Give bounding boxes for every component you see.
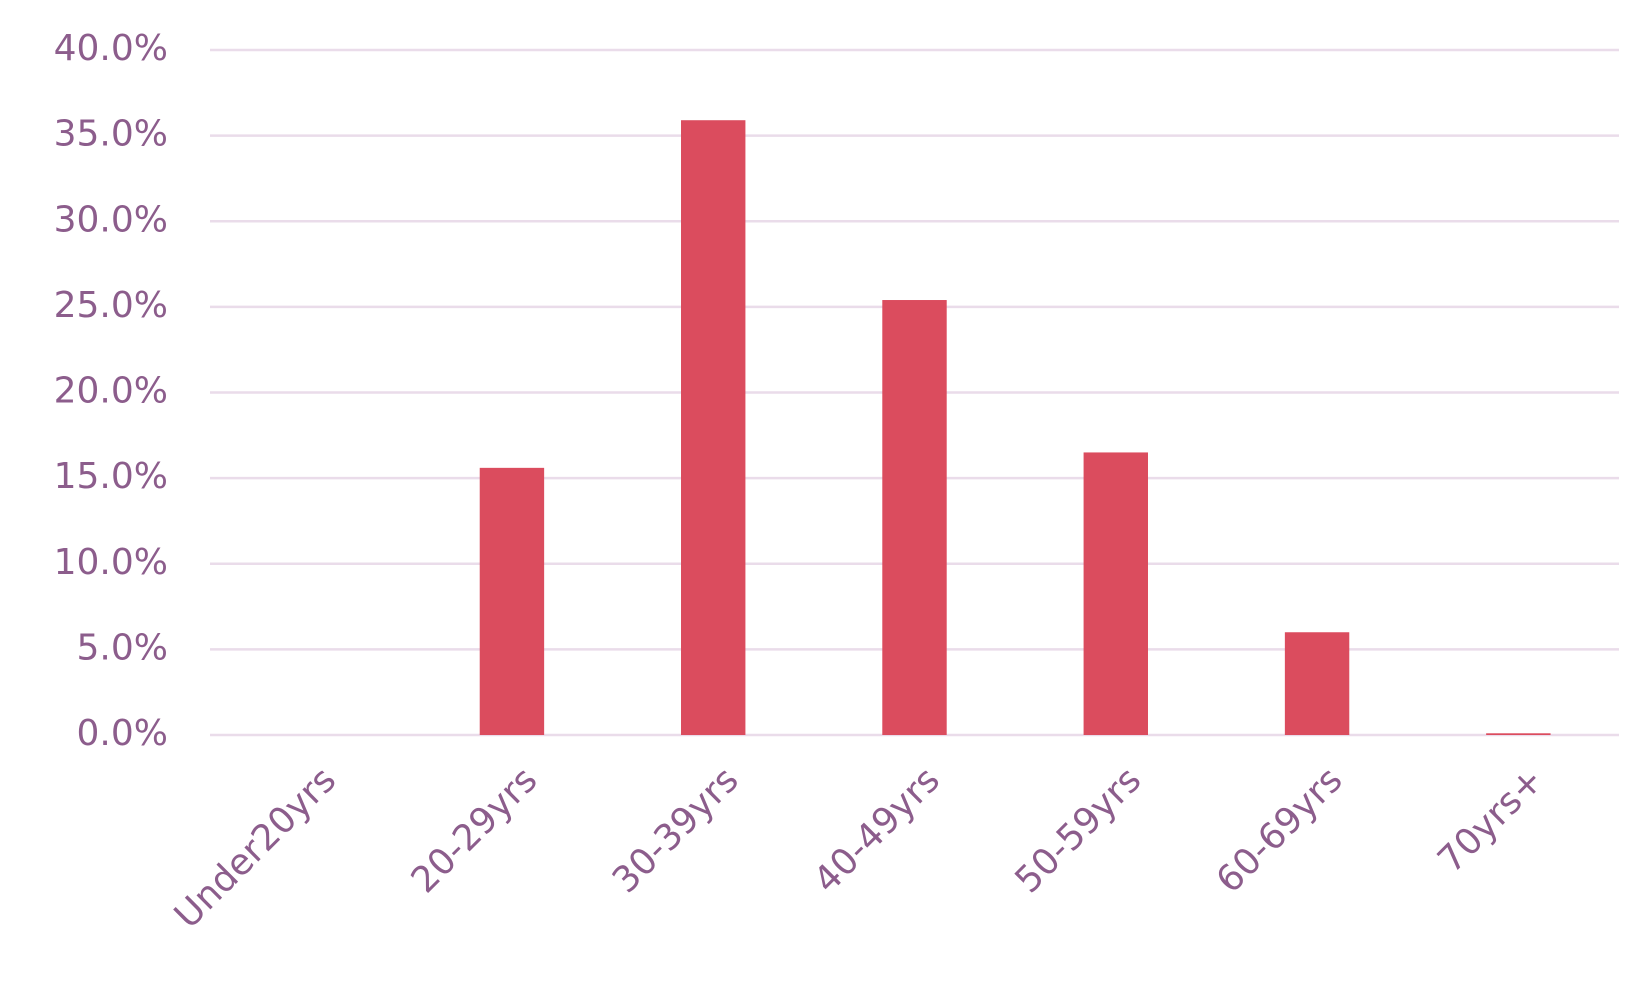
bar — [1486, 733, 1551, 735]
y-tick-label: 40.0% — [54, 28, 168, 69]
y-tick-label: 10.0% — [54, 542, 168, 583]
x-tick-label: 30-39yrs — [605, 759, 747, 901]
y-tick-label: 20.0% — [54, 371, 168, 412]
x-tick-label: 20-29yrs — [404, 759, 546, 901]
bar — [681, 120, 746, 735]
y-tick-label: 35.0% — [54, 114, 168, 155]
bar — [479, 467, 545, 735]
x-tick-label: Under20yrs — [167, 759, 344, 936]
x-tick-label: 40-49yrs — [806, 759, 948, 901]
y-tick-label: 30.0% — [54, 199, 168, 240]
x-tick-label: 60-69yrs — [1209, 759, 1351, 901]
x-tick-label: 70yrs+ — [1430, 759, 1552, 881]
y-tick-label: 5.0% — [77, 627, 168, 668]
y-tick-label: 25.0% — [54, 285, 168, 326]
y-tick-label: 15.0% — [54, 456, 168, 497]
bar — [1284, 632, 1350, 735]
bar — [1083, 452, 1148, 735]
y-tick-label: 0.0% — [77, 713, 168, 754]
x-tick-label: 50-59yrs — [1007, 759, 1149, 901]
bar — [882, 300, 947, 735]
